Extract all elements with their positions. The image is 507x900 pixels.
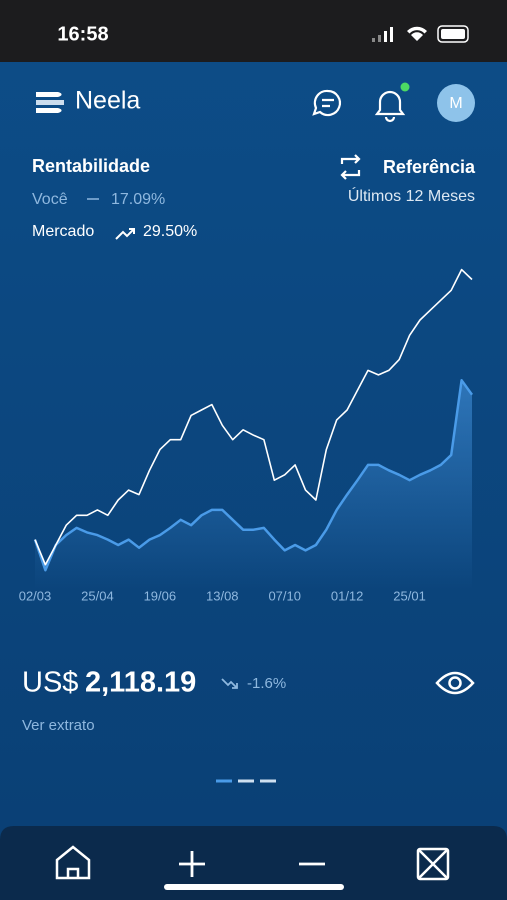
currency: US$ [22, 667, 78, 699]
line [34, 268, 473, 566]
balance-change: -1.6% [247, 675, 286, 692]
trend-down-icon [221, 678, 238, 689]
visibility-toggle[interactable] [435, 671, 475, 695]
x-tick-label: 25/04 [81, 588, 114, 603]
more-tab[interactable] [416, 847, 450, 881]
avatar[interactable] [437, 84, 475, 122]
app-name: Neela [75, 87, 140, 115]
reference-icon[interactable] [340, 154, 361, 180]
reference-button[interactable]: Referência [383, 157, 476, 177]
status-icons [372, 25, 469, 43]
x-tick-label: 02/03 [19, 588, 52, 603]
legend-label: Você [32, 191, 68, 208]
home-indicator [164, 884, 344, 890]
add-tab[interactable] [179, 851, 205, 877]
area [35, 380, 472, 590]
line [33, 379, 474, 572]
x-tick-label: 07/10 [268, 588, 301, 603]
chat-button[interactable] [312, 89, 342, 117]
legend-value: 17.09% [111, 191, 165, 208]
x-tick-label: 13/08 [206, 588, 239, 603]
avatar-initial: M [449, 95, 462, 112]
balance-amount: 2,118.19 [85, 667, 196, 699]
home-tab[interactable] [55, 845, 91, 880]
notifications-button[interactable] [374, 90, 406, 123]
clock: 16:58 [57, 23, 108, 45]
legend-label: Mercado [32, 223, 94, 240]
logo [36, 92, 64, 113]
x-tick-label: 01/12 [331, 588, 364, 603]
bottom-nav [0, 826, 507, 900]
statement-link[interactable]: Ver extrato [22, 717, 95, 734]
trend-up-icon [115, 228, 135, 240]
x-tick-label: 25/01 [393, 588, 426, 603]
x-tick-label: 19/06 [144, 588, 177, 603]
section-title: Rentabilidade [32, 156, 150, 176]
chart: 02/03 25/04 19/06 13/08 07/10 01/12 25/01 [19, 268, 474, 603]
period-label: Últimos 12 Meses [348, 186, 475, 205]
legend-value: 29.50% [143, 223, 197, 240]
notification-dot [400, 82, 410, 92]
